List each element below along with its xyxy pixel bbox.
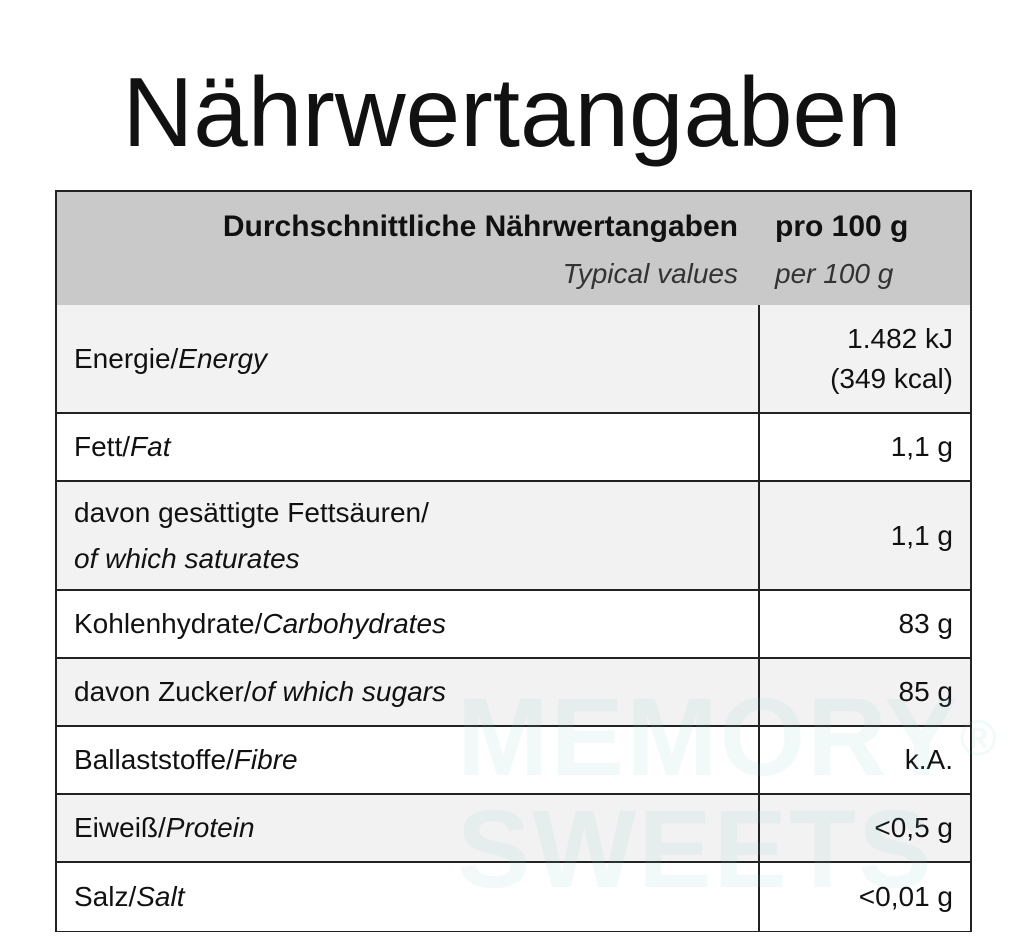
- label-de: Energie/: [74, 342, 179, 374]
- header-label-en: Typical values: [562, 258, 738, 289]
- table-row: Ballaststoffe/Fibre k.A.: [57, 727, 970, 795]
- label-en: Energy: [178, 342, 268, 374]
- row-value: 85 g: [758, 659, 970, 725]
- label-en: Fat: [130, 431, 171, 462]
- watermark-text: MEMORY: [457, 676, 960, 799]
- watermark-text: SWEETS: [457, 788, 934, 911]
- row-value: 83 g: [758, 591, 970, 657]
- row-label: Energie/Energy: [74, 305, 755, 412]
- row-value: 1,1 g: [758, 414, 970, 480]
- label-line: Salz/Salt: [74, 874, 755, 920]
- label-en: Fibre: [233, 744, 298, 775]
- label-line: Kohlenhydrate/Carbohydrates: [74, 601, 755, 647]
- header-label-de: Durchschnittliche Nährwertangaben: [222, 210, 738, 243]
- label-de: davon gesättigte Fettsäuren/: [74, 496, 429, 528]
- label-en: Salt: [136, 881, 185, 912]
- value-line: 1.482 kJ: [847, 322, 953, 354]
- label-en: of which sugars: [251, 676, 446, 707]
- label-line: Eiweiß/Protein: [74, 805, 755, 851]
- label-en: Protein: [165, 812, 255, 843]
- label-de: Eiweiß/: [74, 812, 166, 843]
- header-value-en: per 100 g: [775, 258, 894, 289]
- row-value: <0,5 g: [758, 795, 970, 861]
- title: Nährwertangaben: [122, 57, 902, 167]
- label-line: davon Zucker/of which sugars: [74, 669, 755, 715]
- value-line: 83 g: [898, 608, 954, 639]
- label-en: of which saturates: [74, 542, 300, 574]
- value-line: 85 g: [898, 676, 954, 707]
- label-line: Fett/Fat: [74, 424, 755, 470]
- label-line: Energie/Energy: [74, 336, 755, 382]
- row-label: davon Zucker/of which sugars: [74, 659, 755, 725]
- watermark: MEMORY® SWEETS: [457, 682, 999, 906]
- row-label: Salz/Salt: [74, 863, 755, 931]
- row-label: Kohlenhydrate/Carbohydrates: [74, 591, 755, 657]
- table-row: Kohlenhydrate/Carbohydrates 83 g: [57, 591, 970, 659]
- row-value: 1.482 kJ (349 kcal): [758, 305, 970, 412]
- value-line: <0,01 g: [858, 881, 953, 912]
- value-line: <0,5 g: [874, 812, 953, 843]
- table-header: Durchschnittliche Nährwertangaben Typica…: [57, 192, 970, 307]
- label-en: Carbohydrates: [262, 608, 447, 639]
- label-de: Ballaststoffe/: [74, 744, 234, 775]
- header-value-de: pro 100 g: [775, 210, 909, 243]
- value-line: k.A.: [904, 744, 953, 775]
- row-label: Eiweiß/Protein: [74, 795, 755, 861]
- label-de: Salz/: [74, 881, 137, 912]
- table-row: Salz/Salt <0,01 g: [57, 863, 970, 931]
- table-row: Fett/Fat 1,1 g: [57, 414, 970, 482]
- row-value: k.A.: [758, 727, 970, 793]
- value-line: 1,1 g: [890, 519, 953, 551]
- row-label: Fett/Fat: [74, 414, 755, 480]
- row-label: Ballaststoffe/Fibre: [74, 727, 755, 793]
- value-line: (349 kcal): [830, 362, 953, 394]
- table-row: davon gesättigte Fettsäuren/of which sat…: [57, 482, 970, 591]
- value-line: 1,1 g: [890, 431, 953, 462]
- label-de: Fett/: [74, 431, 131, 462]
- table-row: davon Zucker/of which sugars 85 g: [57, 659, 970, 727]
- row-value: 1,1 g: [758, 482, 970, 589]
- table-row: Energie/Energy 1.482 kJ (349 kcal): [57, 305, 970, 414]
- label-line: Ballaststoffe/Fibre: [74, 737, 755, 783]
- label-de: Kohlenhydrate/: [74, 608, 263, 639]
- table-row: Eiweiß/Protein <0,5 g: [57, 795, 970, 863]
- nutrition-table: Durchschnittliche Nährwertangaben Typica…: [55, 190, 997, 932]
- watermark-mark: ®: [959, 710, 999, 766]
- row-label: davon gesättigte Fettsäuren/of which sat…: [74, 482, 755, 589]
- row-value: <0,01 g: [758, 863, 970, 931]
- label-de: davon Zucker/: [74, 676, 252, 707]
